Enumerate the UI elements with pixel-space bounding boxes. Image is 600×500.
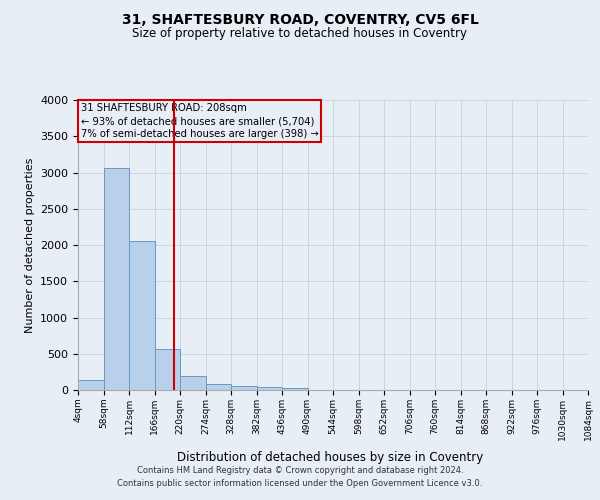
Bar: [104, 168, 129, 390]
Text: Distribution of detached houses by size in Coventry: Distribution of detached houses by size …: [177, 451, 483, 464]
Text: Size of property relative to detached houses in Coventry: Size of property relative to detached ho…: [133, 28, 467, 40]
Bar: [257, 387, 282, 390]
Bar: [282, 388, 308, 390]
Y-axis label: Number of detached properties: Number of detached properties: [25, 158, 35, 332]
Text: 31 SHAFTESBURY ROAD: 208sqm
← 93% of detached houses are smaller (5,704)
7% of s: 31 SHAFTESBURY ROAD: 208sqm ← 93% of det…: [80, 103, 319, 140]
Text: 31, SHAFTESBURY ROAD, COVENTRY, CV5 6FL: 31, SHAFTESBURY ROAD, COVENTRY, CV5 6FL: [122, 12, 478, 26]
Text: Contains HM Land Registry data © Crown copyright and database right 2024.
Contai: Contains HM Land Registry data © Crown c…: [118, 466, 482, 487]
Bar: [180, 376, 205, 390]
Bar: [206, 384, 231, 390]
Bar: [155, 350, 180, 390]
Bar: [231, 386, 257, 390]
Bar: [78, 380, 104, 390]
Bar: [129, 240, 155, 390]
